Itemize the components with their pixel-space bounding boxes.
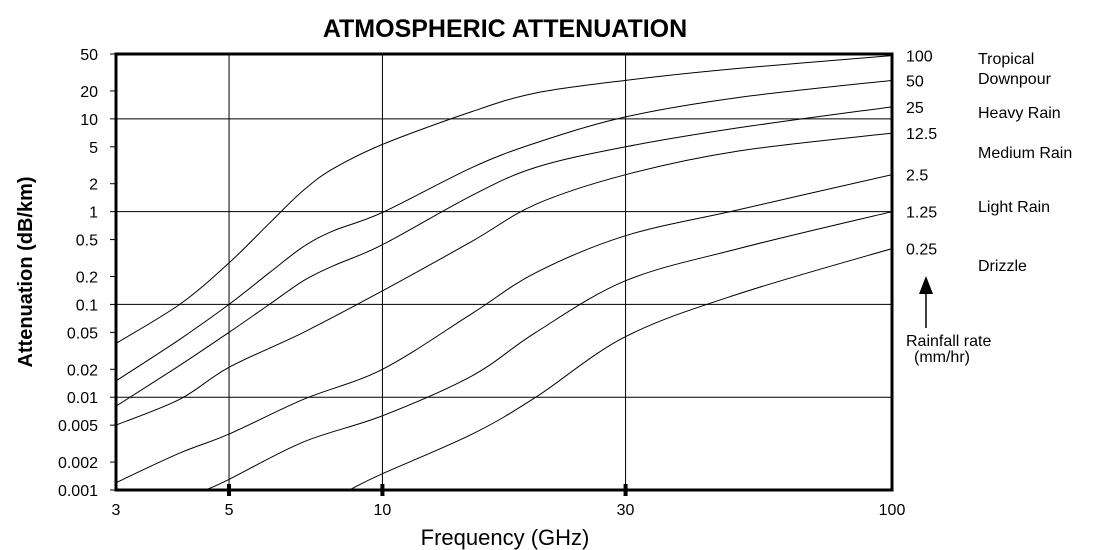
category-label-tropical: Tropical xyxy=(978,51,1034,68)
rainfall-rate-label: 2.5 xyxy=(906,168,928,185)
y-tick-label: 0.02 xyxy=(67,362,98,379)
rainfall-rate-label: 100 xyxy=(906,49,933,66)
x-tick-labels: 3 5 10 30 100 xyxy=(112,502,906,519)
category-label-drizzle: Drizzle xyxy=(978,258,1027,275)
x-tick-marks xyxy=(227,484,628,496)
series-line-1 xyxy=(115,79,893,382)
y-axis-label: Attenuation (dB/km) xyxy=(15,176,37,367)
series-line-6 xyxy=(348,248,893,491)
y-tick-label: 0.5 xyxy=(76,233,98,250)
y-tick-label: 5 xyxy=(89,140,98,157)
chart-title: ATMOSPHERIC ATTENUATION xyxy=(323,15,687,43)
y-tick-label: 0.1 xyxy=(76,297,98,314)
y-tick-label: 0.2 xyxy=(76,269,98,286)
plot-frame xyxy=(114,52,894,492)
rainfall-rate-label: 12.5 xyxy=(906,126,937,143)
arrow-up-icon xyxy=(919,276,933,294)
category-label-medium-rain: Medium Rain xyxy=(978,145,1072,162)
y-tick-label: 20 xyxy=(80,84,98,101)
x-tick-label: 5 xyxy=(225,502,234,519)
y-tick-label: 2 xyxy=(89,177,98,194)
series-line-5 xyxy=(205,211,893,491)
x-tick-label: 3 xyxy=(112,502,121,519)
rainfall-rate-note: Rainfall rate xyxy=(906,333,991,350)
x-tick-label: 100 xyxy=(879,502,906,519)
series-line-4 xyxy=(115,174,893,484)
category-label-heavy-rain: Heavy Rain xyxy=(978,105,1061,122)
y-tick-label: 0.001 xyxy=(58,483,98,500)
rainfall-rate-label: 50 xyxy=(906,73,924,90)
series-line-0 xyxy=(115,55,893,344)
y-tick-label: 0.005 xyxy=(58,418,98,435)
x-axis-label: Frequency (GHz) xyxy=(421,525,590,550)
y-tick-label: 50 xyxy=(80,47,98,64)
y-tick-label: 1 xyxy=(89,205,98,222)
series-line-2 xyxy=(115,106,893,407)
rainfall-rate-label: 1.25 xyxy=(906,205,937,222)
x-tick-label: 30 xyxy=(617,502,635,519)
rainfall-rate-labels: 100 50 25 12.5 2.5 1.25 0.25 xyxy=(906,49,937,259)
y-tick-label: 10 xyxy=(80,112,98,129)
x-tick-label: 10 xyxy=(374,502,392,519)
rainfall-rate-label: 25 xyxy=(906,100,924,117)
series-curves xyxy=(115,55,893,491)
rainfall-rate-unit: (mm/hr) xyxy=(914,349,970,366)
series-line-3 xyxy=(115,132,893,426)
y-tick-label: 0.002 xyxy=(58,455,98,472)
rainfall-rate-label: 0.25 xyxy=(906,242,937,259)
category-label-downpour: Downpour xyxy=(978,71,1052,88)
y-tick-labels: 50 20 10 5 2 1 0.5 0.2 0.1 0.05 0.02 0.01 0.005 0.002… xyxy=(58,47,116,500)
grid-lines xyxy=(116,54,892,490)
y-tick-label: 0.01 xyxy=(67,390,98,407)
category-label-light-rain: Light Rain xyxy=(978,199,1050,216)
y-tick-label: 0.05 xyxy=(67,325,98,342)
